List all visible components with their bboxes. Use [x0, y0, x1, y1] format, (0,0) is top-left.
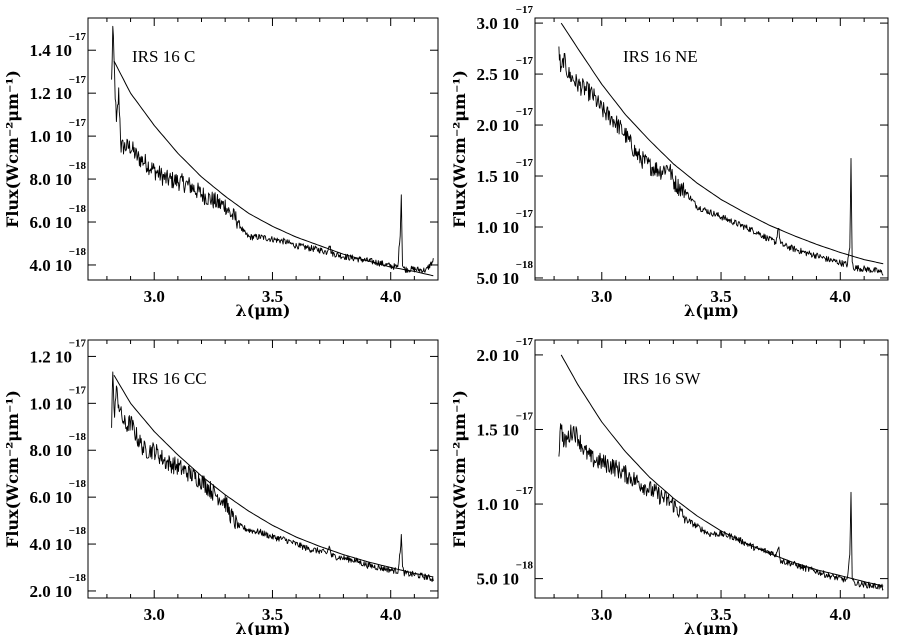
y-tick-exponent: −18 — [516, 259, 534, 271]
plot-frame — [534, 17, 889, 281]
spectrum-line — [558, 423, 884, 591]
x-tick-label: 3.5 — [710, 605, 731, 624]
y-tick-label: 2.0 10 — [477, 116, 520, 135]
model-curve — [560, 22, 884, 265]
y-tick-exponent: −17 — [516, 4, 534, 16]
y-tick-label: 8.0 10 — [30, 170, 73, 189]
y-tick-label: 3.0 10 — [477, 14, 520, 33]
plot-frame — [534, 339, 889, 599]
panel-1: 3.0 3.5 4.01.4 10−171.2 10−171.0 10−178.0 … — [3, 17, 439, 320]
x-tick-label: 4.0 — [380, 605, 401, 624]
model-curve — [560, 354, 884, 587]
y-tick-label: 8.0 10 — [30, 441, 73, 460]
panel-title: IRS 16 CC — [132, 369, 207, 388]
panel-title: IRS 16 NE — [623, 47, 698, 66]
y-tick-exponent: −17 — [516, 410, 534, 422]
y-tick-exponent: −18 — [69, 572, 87, 584]
y-tick-label: 4.0 10 — [30, 535, 73, 554]
x-tick-label: 4.0 — [830, 605, 851, 624]
y-tick-label: 1.0 10 — [477, 495, 520, 514]
y-axis-label: Flux(Wcm⁻²μm⁻¹) — [450, 70, 469, 228]
y-tick-exponent: −17 — [516, 55, 534, 67]
y-tick-label: 2.5 10 — [477, 65, 520, 84]
y-tick-exponent: −18 — [69, 525, 87, 537]
y-tick-exponent: −17 — [516, 336, 534, 348]
x-tick-label: 3.0 — [591, 287, 612, 306]
y-axis-label: Flux(Wcm⁻²μm⁻¹) — [450, 390, 469, 548]
y-tick-exponent: −17 — [69, 74, 87, 86]
y-tick-label: 1.2 10 — [30, 347, 73, 366]
x-tick-label: 3.5 — [262, 605, 283, 624]
y-tick-exponent: −18 — [69, 160, 87, 172]
x-tick-label: 3.0 — [144, 287, 165, 306]
panel-2: 3.0 3.5 4.03.0 10−172.5 10−172.0 10−171.5 … — [450, 4, 889, 320]
spectrum-line — [111, 371, 434, 583]
plot-frame — [87, 17, 439, 281]
panel-title: IRS 16 SW — [623, 369, 701, 388]
y-tick-exponent: −17 — [516, 157, 534, 169]
y-tick-exponent: −17 — [69, 337, 87, 349]
y-tick-exponent: −18 — [516, 560, 534, 572]
model-curve — [113, 374, 434, 578]
x-axis-label: λ(μm) — [684, 301, 739, 320]
y-tick-label: 1.0 10 — [477, 218, 520, 237]
y-tick-label: 1.2 10 — [30, 84, 73, 103]
y-tick-label: 2.0 10 — [477, 346, 520, 365]
y-axis-label: Flux(Wcm⁻²μm⁻¹) — [3, 390, 22, 548]
y-tick-exponent: −17 — [69, 384, 87, 396]
y-tick-exponent: −17 — [516, 106, 534, 118]
y-tick-exponent: −17 — [69, 117, 87, 129]
y-tick-exponent: −17 — [516, 208, 534, 220]
y-tick-label: 6.0 10 — [30, 488, 73, 507]
y-tick-label: 4.0 10 — [30, 256, 73, 275]
panel-title: IRS 16 C — [132, 47, 195, 66]
x-tick-label: 3.0 — [591, 605, 612, 624]
y-tick-label: 1.0 10 — [30, 127, 73, 146]
x-tick-label: 3.5 — [262, 287, 283, 306]
y-tick-exponent: −18 — [69, 203, 87, 215]
y-tick-label: 1.5 10 — [477, 167, 520, 186]
x-tick-label: 4.0 — [830, 287, 851, 306]
y-tick-exponent: −17 — [516, 485, 534, 497]
model-curve — [113, 60, 434, 277]
x-axis-label: λ(μm) — [236, 301, 291, 320]
x-axis-label: λ(μm) — [236, 619, 291, 635]
y-tick-label: 5.0 10 — [477, 269, 520, 288]
x-tick-label: 3.0 — [144, 605, 165, 624]
spectrum-line — [558, 46, 884, 276]
y-axis-label: Flux(Wcm⁻²μm⁻¹) — [3, 70, 22, 228]
x-tick-label: 3.5 — [710, 287, 731, 306]
y-tick-exponent: −17 — [69, 31, 87, 43]
plot-frame — [87, 339, 439, 599]
y-tick-exponent: −18 — [69, 478, 87, 490]
y-tick-label: 1.5 10 — [477, 420, 520, 439]
y-tick-label: 1.0 10 — [30, 394, 73, 413]
panel-4: 3.0 3.5 4.02.0 10−171.5 10−171.0 10−175.0 … — [450, 336, 889, 635]
y-tick-label: 2.0 10 — [30, 582, 73, 601]
y-tick-label: 6.0 10 — [30, 213, 73, 232]
panel-3: 3.0 3.5 4.01.2 10−171.0 10−178.0 10−186.0 … — [3, 337, 439, 635]
x-axis-label: λ(μm) — [684, 619, 739, 635]
y-tick-exponent: −18 — [69, 431, 87, 443]
y-tick-exponent: −18 — [69, 246, 87, 258]
x-tick-label: 4.0 — [380, 287, 401, 306]
y-tick-label: 1.4 10 — [30, 41, 73, 60]
y-tick-label: 5.0 10 — [477, 570, 520, 589]
